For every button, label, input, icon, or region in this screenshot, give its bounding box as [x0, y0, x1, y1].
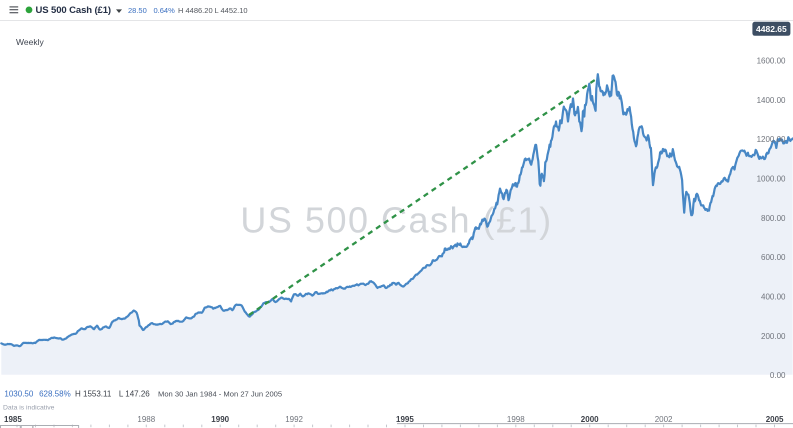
svg-text:1988: 1988: [137, 415, 155, 424]
svg-text:4482.65: 4482.65: [756, 24, 787, 34]
svg-text:L 4452.10: L 4452.10: [215, 6, 248, 15]
svg-text:1030.50: 1030.50: [4, 390, 33, 399]
svg-text:1000.00: 1000.00: [757, 175, 786, 184]
svg-text:H 1553.11: H 1553.11: [75, 390, 112, 399]
svg-text:H 4486.20: H 4486.20: [178, 6, 213, 15]
svg-text:1992: 1992: [285, 415, 303, 424]
svg-text:1200.00: 1200.00: [757, 135, 786, 144]
svg-text:1400.00: 1400.00: [757, 96, 786, 105]
svg-text:Data is indicative: Data is indicative: [3, 405, 55, 412]
svg-text:2002: 2002: [655, 415, 673, 424]
svg-text:Weekly: Weekly: [16, 37, 44, 47]
svg-text:US 500 Cash (£1): US 500 Cash (£1): [240, 200, 552, 241]
svg-text:28.50: 28.50: [128, 6, 147, 15]
svg-text:400.00: 400.00: [761, 293, 786, 302]
svg-text:1998: 1998: [507, 415, 525, 424]
svg-text:0.00: 0.00: [770, 371, 786, 380]
svg-text:Mon 30 Jan 1984 - Mon 27 Jun 2: Mon 30 Jan 1984 - Mon 27 Jun 2005: [158, 390, 282, 399]
svg-text:600.00: 600.00: [761, 253, 786, 262]
svg-text:1990: 1990: [211, 415, 229, 424]
svg-text:1985: 1985: [4, 415, 22, 424]
svg-text:628.58%: 628.58%: [39, 390, 71, 399]
svg-text:L 147.26: L 147.26: [119, 390, 150, 399]
svg-text:US 500 Cash (£1): US 500 Cash (£1): [36, 5, 112, 16]
svg-text:2005: 2005: [766, 415, 784, 424]
svg-text:0.64%: 0.64%: [154, 6, 176, 15]
svg-text:800.00: 800.00: [761, 214, 786, 223]
svg-text:2000: 2000: [581, 415, 599, 424]
svg-text:1600.00: 1600.00: [757, 57, 786, 66]
svg-text:200.00: 200.00: [761, 332, 786, 341]
svg-text:1995: 1995: [396, 415, 414, 424]
